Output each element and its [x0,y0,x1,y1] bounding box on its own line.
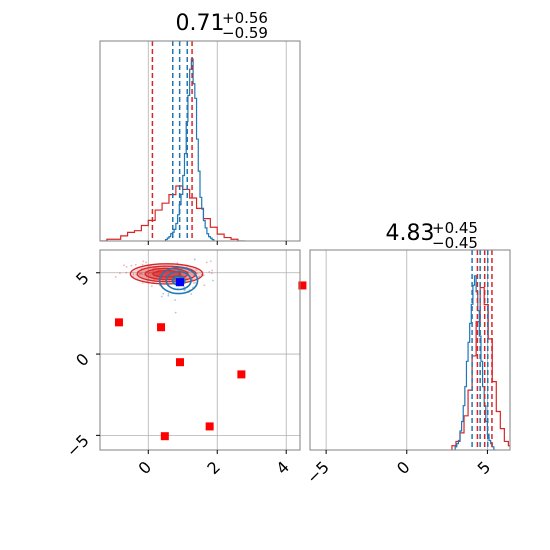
sample-point-red [114,276,117,278]
sample-point-blue [162,292,165,295]
sample-point-red [154,267,156,269]
hist-param1-series [100,58,245,241]
sample-point-red [191,278,194,281]
red-square-marker [237,370,246,379]
sample-point-blue [167,293,170,295]
hist-param2-title: 4.83 [386,221,435,246]
sample-point-red [210,272,213,275]
sample-point-red [205,261,208,264]
sample-point-red [140,272,143,275]
red-square-marker [160,432,169,441]
title1-minus: −0.59 [222,24,268,42]
sample-point-blue [194,281,197,284]
hist-param1-quantile-lines [151,41,193,241]
sample-point-red [211,269,214,272]
hist1-red-series [100,185,245,241]
scatter-grid [100,250,300,450]
blue-contour [158,266,199,295]
sample-point-blue [160,295,163,298]
sample-point-blue [193,258,196,261]
sample-point-blue [183,286,186,288]
red-square-marker [298,281,307,290]
y-tick-label: 5 [72,268,93,289]
sample-point-blue [211,279,214,282]
title1-plus: +0.56 [222,9,268,27]
hist-param1-title: 0.71 [176,11,225,36]
sample-point-red [141,273,144,276]
sample-point-red [64,266,66,268]
sample-point-red [150,285,153,288]
title2-plus: +0.45 [432,219,478,237]
sample-point-red [125,265,128,268]
sample-point-red [134,263,137,266]
title1-median: 0.71 [176,11,225,36]
y-tick-label: −5 [63,431,93,461]
blue-square-marker [176,278,184,287]
hist-param1-background [100,41,300,241]
hist-param1-ticks [147,241,287,245]
sample-point-red [132,273,135,276]
scatter-panel: 0 2 4 −5 0 5 [63,249,307,478]
red-square-marker [205,422,214,431]
sample-point-red [152,267,155,270]
sample-point-blue [190,293,193,295]
sample-point-red [148,272,151,274]
hist-param1-panel: 0.71 +0.56 −0.59 [99,9,301,245]
title2-minus: −0.45 [432,234,478,252]
hist-param2-series [451,275,510,450]
scatter-frame [99,249,301,451]
sample-point-red [192,282,195,284]
hist2-blue-series [454,275,496,450]
sample-point-red [145,261,147,264]
x-tick-label: 0 [393,457,414,478]
sample-point-blue [167,294,170,297]
sample-point-red [123,264,125,267]
hist-param2-frame [309,249,511,451]
x-tick-label: 0 [134,457,155,478]
sample-point-blue [198,275,201,278]
blue-contour [165,270,192,291]
x-tick-label: 2 [203,457,224,478]
scatter-background [100,250,300,450]
hist-param1-grid [147,41,287,241]
hist1-blue-series [164,58,215,241]
scatter-contours [129,263,204,295]
red-square-marker [114,318,123,327]
hist-param1-frame [99,40,301,242]
hist-param2-ticks: −5 0 5 [303,450,494,488]
scatter-markers [114,278,307,441]
x-tick-label: 4 [272,457,293,478]
sample-point-red [141,263,144,266]
x-tick-label: −5 [303,457,333,487]
sample-point-red [138,272,141,275]
title2-median: 4.83 [386,221,435,246]
sample-point-red [125,271,128,274]
hist-param2-panel: −5 0 5 4.83 +0.45 −0.45 [303,219,511,488]
sample-point-red [196,272,198,275]
sample-point-blue [174,311,177,314]
sample-point-red [195,269,198,271]
sample-point-red [119,272,121,275]
red-square-marker [157,323,166,332]
sample-point-red [202,274,205,277]
sample-point-red [150,271,153,274]
sample-point-red [208,271,211,273]
hist2-red-series [451,286,510,450]
sample-point-red [141,281,144,284]
sample-point-red [176,262,179,264]
red-square-marker [176,358,184,367]
y-tick-label: 0 [72,349,93,370]
sample-point-red [130,264,133,267]
sample-point-red [203,284,206,287]
hist-param2-quantile-lines [471,250,493,450]
sample-point-blue [174,299,176,301]
x-tick-label: 5 [474,457,495,478]
sample-point-red [139,273,141,276]
sample-point-red [184,277,187,280]
sample-point-red [209,260,212,263]
sample-point-blue [183,289,186,292]
sample-point-red [142,260,145,263]
sample-point-red [153,278,155,281]
